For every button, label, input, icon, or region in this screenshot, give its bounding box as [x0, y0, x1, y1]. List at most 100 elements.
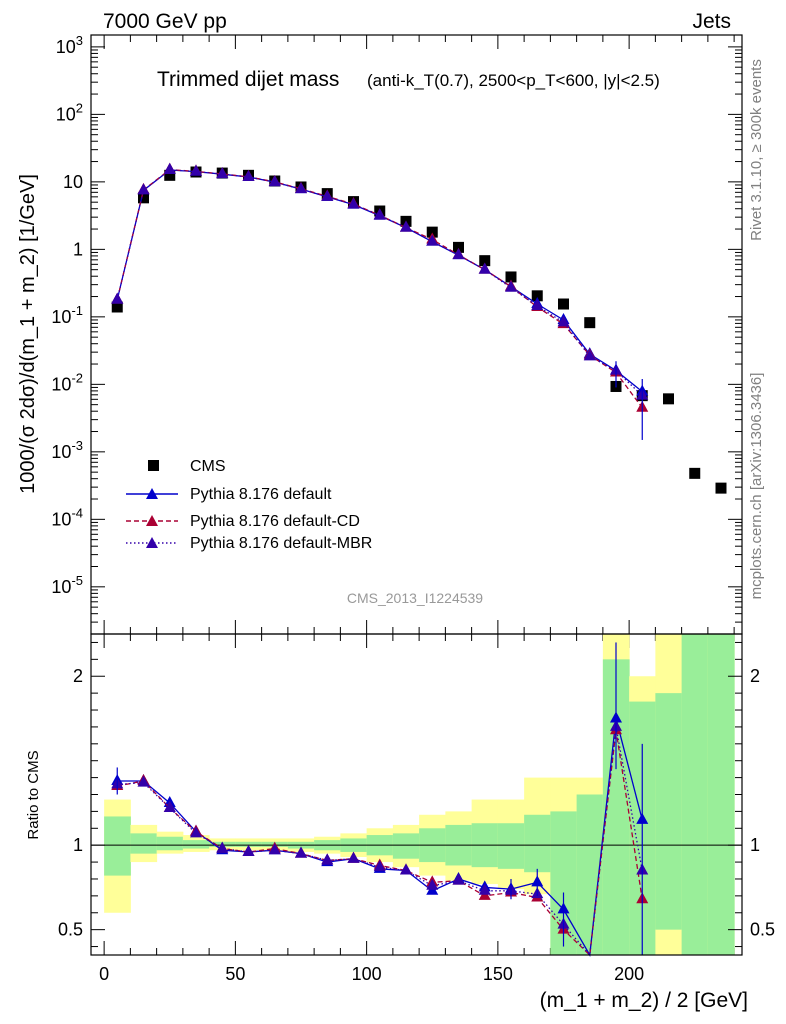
- series-line-cd: [116, 168, 643, 409]
- main-y-tick-label: 10-3: [51, 438, 83, 462]
- analysis-id: CMS_2013_I1224539: [347, 590, 483, 606]
- main-ylabel: 1000/(σ 2dσ)/d(m_1 + m_2) [1/GeV]: [17, 174, 39, 494]
- series-point-mbr: [583, 349, 596, 361]
- header-left: 7000 GeV pp: [103, 10, 227, 33]
- ratio-point-mbr: [216, 841, 229, 853]
- ratio-band-green: [707, 634, 735, 955]
- series-point-mbr: [505, 280, 517, 292]
- header-right: Jets: [692, 10, 731, 33]
- series-point-mbr: [557, 315, 570, 327]
- ratio-band-green: [182, 840, 210, 849]
- legend-marker-cd: [146, 515, 158, 526]
- cms-point: [426, 226, 438, 238]
- main-y-tick-label: 10-4: [51, 505, 83, 529]
- main-y-tick-label: 10-1: [51, 303, 83, 327]
- ratio-band-green: [392, 833, 420, 859]
- ratio-point-mbr: [373, 860, 386, 872]
- main-plot-frame: [90, 34, 743, 635]
- ratio-band-green: [130, 833, 158, 854]
- series-point-mbr: [137, 183, 150, 195]
- x-tick-label: 150: [483, 964, 513, 984]
- ratio-band-green: [156, 836, 184, 851]
- ratio-point-mbr: [190, 826, 202, 838]
- ratio-y-tick-label-right: 0.5: [750, 920, 775, 940]
- ratio-band-green: [104, 816, 131, 876]
- main-y-tick-label: 1: [73, 239, 83, 259]
- ratio-band-green: [655, 693, 683, 930]
- cms-point: [505, 271, 517, 283]
- series-point-mbr: [268, 175, 281, 187]
- ratio-point-mbr: [295, 846, 307, 858]
- ratio-point-mbr: [426, 878, 439, 890]
- legend-label-cms: CMS: [190, 458, 226, 475]
- ratio-y-tick-label-right: 1: [750, 835, 760, 855]
- series-point-mbr: [452, 248, 465, 260]
- series-point-mbr: [242, 170, 255, 182]
- series-point-mbr: [163, 162, 176, 174]
- ratio-y-tick-label-right: 2: [750, 666, 760, 686]
- x-axis-label: (m_1 + m_2) / 2 [GeV]: [540, 989, 748, 1012]
- legend-marker-default: [146, 488, 158, 499]
- series-line-default: [116, 169, 643, 393]
- ratio-ylabel: Ratio to CMS: [25, 750, 42, 839]
- series-point-mbr: [373, 208, 386, 220]
- main-y-tick-label: 10-2: [51, 370, 83, 394]
- ratio-band-green: [681, 634, 709, 955]
- plot-subtitle: (anti-k_T(0.7), 2500<p_T<600, |y|<2.5): [367, 71, 660, 90]
- ratio-point-mbr: [400, 863, 412, 875]
- cms-point: [111, 301, 123, 313]
- main-y-tick-label: 102: [56, 100, 83, 124]
- x-tick-label: 0: [99, 964, 109, 984]
- ratio-band-green: [497, 823, 525, 869]
- series-point-mbr: [216, 167, 229, 179]
- ratio-point-mbr: [242, 844, 255, 856]
- plot-title-main: Trimmed dijet mass: [157, 68, 339, 91]
- series-line-mbr: [116, 169, 643, 397]
- series-point-mbr: [426, 234, 439, 246]
- ratio-point-mbr: [321, 853, 334, 865]
- cms-point: [138, 192, 149, 204]
- series-point-mbr: [295, 182, 307, 194]
- ratio-y-tick-label: 1: [73, 835, 83, 855]
- main-y-tick-label: 10-5: [51, 573, 83, 597]
- cms-point: [689, 467, 701, 479]
- cms-point: [531, 290, 543, 302]
- cms-point: [479, 255, 491, 267]
- ratio-band-green: [576, 794, 604, 955]
- x-tick-label: 100: [352, 964, 382, 984]
- ratio-point-mbr: [137, 775, 150, 787]
- ratio-band-green: [524, 814, 551, 873]
- rivet-label: Rivet 3.1.10, ≥ 300k events: [748, 59, 765, 241]
- ratio-line-mbr: [117, 726, 643, 957]
- legend: CMS Pythia 8.176 default Pythia 8.176 de…: [126, 458, 372, 552]
- main-y-tick-label: 10: [63, 172, 83, 192]
- cms-point: [584, 317, 596, 329]
- cms-point: [663, 393, 674, 405]
- series-point-mbr: [190, 164, 202, 176]
- mcplots-label: mcplots.cern.ch [arXiv:1306.3436]: [748, 373, 765, 600]
- legend-label-cd: Pythia 8.176 default-CD: [190, 513, 360, 530]
- ratio-plot-frame: [90, 633, 743, 956]
- cms-point: [453, 241, 464, 253]
- ratio-point-mbr: [478, 883, 491, 895]
- series-point-mbr: [321, 189, 334, 201]
- series-point-mbr: [400, 220, 412, 232]
- series-point-mbr: [478, 262, 491, 274]
- legend-label-mbr: Pythia 8.176 default-MBR: [190, 535, 372, 552]
- series-point-mbr: [347, 197, 360, 209]
- cms-point: [558, 298, 569, 310]
- cms-point: [164, 169, 176, 181]
- ratio-band-green: [235, 841, 263, 847]
- ratio-point-mbr: [347, 851, 360, 863]
- legend-marker-mbr: [146, 537, 158, 548]
- legend-label-default: Pythia 8.176 default: [190, 486, 332, 503]
- series-point-mbr: [111, 292, 124, 304]
- legend-marker-cms: [148, 460, 159, 471]
- ratio-point-mbr: [268, 843, 281, 855]
- ratio-point-mbr: [163, 801, 176, 813]
- x-tick-label: 200: [614, 964, 644, 984]
- main-y-tick-label: 103: [56, 33, 83, 57]
- plot-title: Trimmed dijet mass: [157, 68, 339, 91]
- cms-point: [715, 482, 727, 494]
